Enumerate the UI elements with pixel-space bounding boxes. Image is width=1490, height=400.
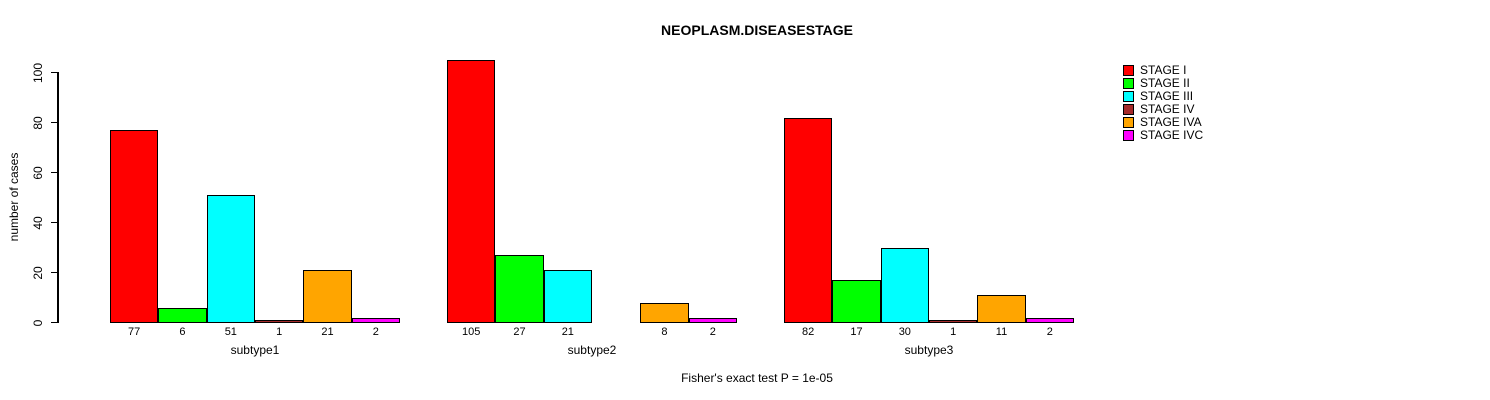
bar-subtype2-stage-iii	[543, 270, 592, 323]
bar-subtype1-stage-iva	[303, 270, 352, 323]
legend-swatch	[1123, 78, 1134, 89]
legend-item-stage-iv: STAGE IV	[1123, 103, 1203, 116]
bar-subtype3-stage-iva	[977, 295, 1026, 323]
y-axis-label: number of cases	[7, 152, 21, 242]
bar-subtype1-stage-ii	[158, 307, 207, 323]
y-tick-label: 80	[31, 115, 45, 130]
y-tick	[51, 321, 58, 324]
bar-value-label: 27	[513, 326, 526, 338]
bar-value-label: 82	[802, 326, 815, 338]
y-tick	[51, 221, 58, 224]
bar-value-label: 2	[372, 326, 379, 338]
bar-value-label: 11	[995, 326, 1008, 338]
legend-item-stage-ii: STAGE II	[1123, 77, 1203, 90]
legend-item-stage-iva: STAGE IVA	[1123, 116, 1203, 129]
bar-subtype1-stage-iv	[254, 320, 304, 323]
bar-subtype3-stage-iv	[928, 320, 978, 323]
bar-value-label: 30	[898, 326, 911, 338]
y-tick	[51, 271, 58, 274]
group-label-subtype1: subtype1	[230, 343, 280, 357]
bar-subtype3-stage-i	[784, 117, 833, 323]
chart-title: NEOPLASM.DISEASESTAGE	[661, 22, 853, 38]
bar-value-label: 1	[950, 326, 957, 338]
legend-item-stage-i: STAGE I	[1123, 64, 1203, 77]
legend-label: STAGE III	[1140, 89, 1194, 103]
bar-subtype2-stage-i	[447, 60, 496, 323]
y-tick-label: 0	[31, 319, 45, 326]
bar-subtype3-stage-ivc	[1025, 317, 1074, 323]
bar-subtype2-stage-iva	[640, 302, 689, 323]
y-tick-label: 40	[31, 215, 45, 230]
bar-value-label: 105	[461, 326, 481, 338]
bar-value-label: 21	[321, 326, 334, 338]
bar-value-label: 51	[224, 326, 237, 338]
legend-label: STAGE IV	[1140, 102, 1195, 116]
legend-label: STAGE II	[1140, 76, 1190, 90]
bar-value-label: 77	[128, 326, 141, 338]
bar-value-label: 21	[561, 326, 574, 338]
y-tick-label: 100	[31, 62, 45, 83]
bar-value-label: 8	[661, 326, 668, 338]
bar-subtype3-stage-ii	[832, 280, 881, 323]
y-tick-label: 60	[31, 165, 45, 180]
bar-subtype2-stage-ii	[495, 255, 544, 323]
legend-swatch	[1123, 91, 1134, 102]
bar-value-label: 17	[850, 326, 863, 338]
legend-label: STAGE I	[1140, 63, 1187, 77]
group-label-subtype3: subtype3	[904, 343, 954, 357]
bar-subtype1-stage-ivc	[351, 317, 400, 323]
legend-swatch	[1123, 65, 1134, 76]
bar-subtype1-stage-iii	[206, 195, 255, 323]
legend-item-stage-ivc: STAGE IVC	[1123, 129, 1203, 142]
bar-value-label: 2	[709, 326, 716, 338]
y-axis-line	[57, 72, 59, 323]
bar-value-label: 2	[1046, 326, 1053, 338]
legend-label: STAGE IVA	[1140, 115, 1202, 129]
bar-subtype3-stage-iii	[880, 247, 929, 323]
legend-swatch	[1123, 117, 1134, 128]
legend-label: STAGE IVC	[1140, 128, 1204, 142]
y-tick	[51, 71, 58, 74]
bar-value-label: 1	[276, 326, 283, 338]
bar-value-label: 6	[179, 326, 186, 338]
fisher-test-annotation: Fisher's exact test P = 1e-05	[681, 371, 833, 385]
bar-subtype2-stage-ivc	[688, 317, 737, 323]
legend-swatch	[1123, 104, 1134, 115]
legend: STAGE I STAGE II STAGE III STAGE IV STAGE IV…	[1123, 64, 1203, 142]
legend-swatch	[1123, 130, 1134, 141]
bar-subtype1-stage-i	[110, 130, 159, 323]
y-tick	[51, 121, 58, 124]
legend-item-stage-iii: STAGE III	[1123, 90, 1203, 103]
y-tick	[51, 171, 58, 174]
group-label-subtype2: subtype2	[567, 343, 617, 357]
y-tick-label: 20	[31, 265, 45, 280]
